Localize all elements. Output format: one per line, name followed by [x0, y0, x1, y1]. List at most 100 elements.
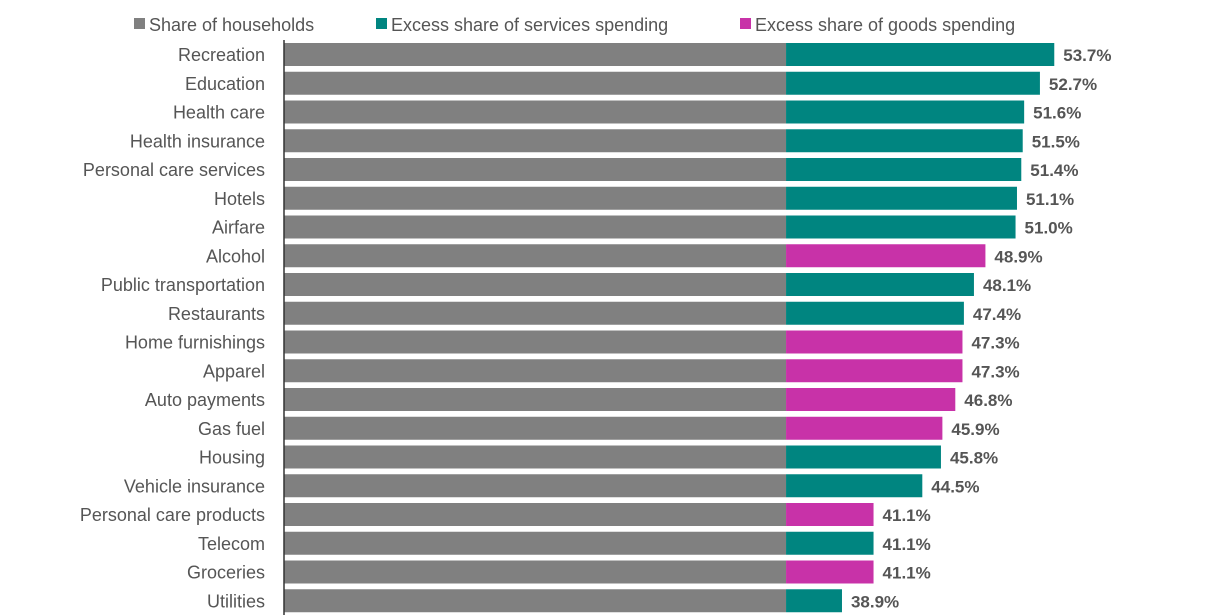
bar-excess-services: [786, 445, 941, 469]
category-label: Auto payments: [145, 390, 265, 410]
bar-row: Personal care products 41.1%: [80, 503, 931, 526]
bar-share-of-households: [284, 273, 787, 296]
legend-label-services: Excess share of services spending: [391, 15, 668, 35]
bar-excess-services: [786, 474, 923, 498]
legend-swatch-share: [134, 18, 145, 29]
bar-excess-services: [786, 43, 1055, 66]
value-label: 41.1%: [883, 564, 931, 583]
bar-excess-services: [786, 186, 1017, 210]
category-label: Telecom: [198, 534, 265, 554]
bar-share-of-households: [284, 589, 787, 613]
bar-excess-services: [786, 273, 974, 296]
bar-row: Restaurants 47.4%: [168, 301, 1021, 325]
bar-excess-services: [786, 100, 1025, 124]
category-label: Gas fuel: [198, 419, 265, 439]
bar-row: Personal care services 51.4%: [83, 158, 1078, 181]
category-label: Health insurance: [130, 131, 265, 151]
category-label: Alcohol: [206, 246, 265, 266]
value-label: 51.6%: [1033, 104, 1081, 123]
bar-row: Gas fuel 45.9%: [198, 416, 1000, 440]
category-label: Groceries: [187, 563, 265, 583]
category-label: Housing: [199, 448, 265, 468]
bar-share-of-households: [284, 71, 787, 95]
bar-share-of-households: [284, 301, 787, 325]
category-label: Education: [185, 74, 265, 94]
bar-row: Auto payments 46.8%: [145, 388, 1013, 411]
bar-row: Public transportation 48.1%: [101, 273, 1031, 296]
value-label: 41.1%: [883, 506, 931, 525]
value-label: 51.5%: [1032, 132, 1080, 151]
bar-row: Education 52.7%: [185, 71, 1097, 95]
bar-excess-services: [786, 158, 1022, 181]
category-label: Personal care products: [80, 505, 265, 525]
value-label: 45.8%: [950, 449, 998, 468]
bar-share-of-households: [284, 388, 787, 411]
value-label: 46.8%: [964, 391, 1012, 410]
bar-excess-goods: [786, 330, 963, 354]
category-label: Restaurants: [168, 304, 265, 324]
bar-share-of-households: [284, 474, 787, 498]
bar-share-of-households: [284, 43, 787, 66]
bar-row: Home furnishings 47.3%: [125, 330, 1020, 354]
value-label: 48.9%: [994, 247, 1042, 266]
value-label: 51.4%: [1030, 161, 1078, 180]
value-label: 41.1%: [883, 535, 931, 554]
bar-excess-services: [786, 531, 874, 555]
bar-excess-services: [786, 215, 1016, 239]
value-label: 53.7%: [1063, 46, 1111, 65]
bar-share-of-households: [284, 186, 787, 210]
value-label: 52.7%: [1049, 75, 1097, 94]
legend: Share of households Excess share of servi…: [134, 15, 1015, 35]
bar-excess-goods: [786, 560, 874, 584]
category-label: Home furnishings: [125, 333, 265, 353]
value-label: 47.3%: [971, 334, 1019, 353]
bar-share-of-households: [284, 503, 787, 526]
legend-label-share: Share of households: [149, 15, 314, 35]
bar-share-of-households: [284, 330, 787, 354]
bar-share-of-households: [284, 244, 787, 268]
bar-share-of-households: [284, 560, 787, 584]
category-label: Personal care services: [83, 160, 265, 180]
bar-row: Health care 51.6%: [173, 100, 1081, 124]
value-label: 48.1%: [983, 276, 1031, 295]
bar-excess-goods: [786, 244, 986, 268]
bar-share-of-households: [284, 531, 787, 555]
bar-share-of-households: [284, 129, 787, 153]
bar-share-of-households: [284, 100, 787, 124]
category-label: Utilities: [207, 591, 265, 611]
legend-swatch-services: [376, 18, 387, 29]
category-label: Public transportation: [101, 275, 265, 295]
category-label: Health care: [173, 103, 265, 123]
value-label: 47.4%: [973, 305, 1021, 324]
bar-row: Housing 45.8%: [199, 445, 998, 469]
bar-row: Alcohol 48.9%: [206, 244, 1043, 268]
bar-row: Hotels 51.1%: [214, 186, 1074, 210]
bar-row: Vehicle insurance 44.5%: [124, 474, 980, 498]
value-label: 51.0%: [1025, 219, 1073, 238]
bars: Recreation 53.7% Education 52.7% Health care…: [80, 43, 1111, 613]
bar-row: Utilities 38.9%: [207, 589, 899, 613]
legend-label-goods: Excess share of goods spending: [755, 15, 1015, 35]
bar-excess-goods: [786, 359, 963, 383]
legend-swatch-goods: [740, 18, 751, 29]
bar-excess-goods: [786, 388, 956, 411]
bar-share-of-households: [284, 359, 787, 383]
value-label: 45.9%: [951, 420, 999, 439]
bar-row: Telecom 41.1%: [198, 531, 931, 555]
value-label: 47.3%: [971, 362, 1019, 381]
value-label: 38.9%: [851, 592, 899, 611]
category-label: Apparel: [203, 361, 265, 381]
bar-excess-goods: [786, 503, 874, 526]
bar-row: Groceries 41.1%: [187, 560, 931, 584]
bar-row: Airfare 51.0%: [212, 215, 1073, 239]
bar-share-of-households: [284, 215, 787, 239]
bar-excess-services: [786, 301, 964, 325]
category-label: Recreation: [178, 45, 265, 65]
bar-excess-services: [786, 589, 842, 613]
bar-share-of-households: [284, 416, 787, 440]
category-label: Airfare: [212, 218, 265, 238]
category-label: Hotels: [214, 189, 265, 209]
value-label: 51.1%: [1026, 190, 1074, 209]
